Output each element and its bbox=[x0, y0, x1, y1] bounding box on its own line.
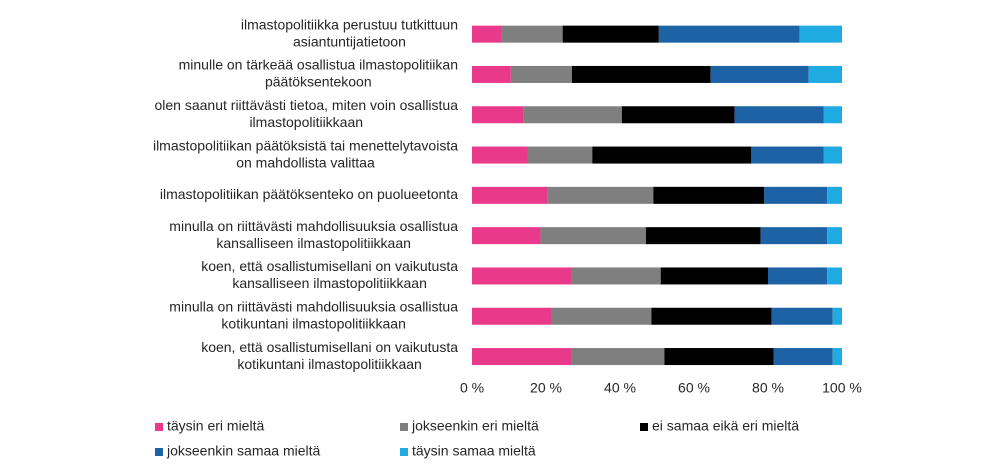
legend-swatch bbox=[400, 423, 408, 431]
category-label-line: ilmastopolitiikkaan bbox=[249, 114, 363, 130]
bar-segment bbox=[664, 348, 774, 366]
bar-segment bbox=[651, 307, 772, 325]
bar-segment bbox=[472, 106, 524, 124]
bar-segment bbox=[621, 106, 735, 124]
category-label: minulle on tärkeää osallistua ilmastopol… bbox=[179, 57, 458, 90]
category-label: koen, että osallistumisellani on vaikutu… bbox=[201, 258, 458, 291]
legend-label: täysin eri mieltä bbox=[167, 418, 264, 434]
category-label: ilmastopolitiikan päätöksenteko on puolu… bbox=[160, 186, 458, 202]
legend-swatch bbox=[155, 423, 163, 431]
bar-segment bbox=[764, 186, 828, 204]
category-label-line: koen, että osallistumisellani on vaikutu… bbox=[201, 339, 458, 355]
category-label-line: ilmastopolitiikka perustuu tutkittuun bbox=[241, 16, 458, 32]
bar-segment bbox=[832, 307, 842, 325]
bar-segment bbox=[773, 348, 833, 366]
bar-segment bbox=[571, 65, 711, 83]
bar-segment bbox=[523, 106, 622, 124]
bar-segment bbox=[823, 106, 842, 124]
bar-segment bbox=[645, 227, 761, 245]
bar-segment bbox=[472, 267, 572, 285]
category-label: ilmastopolitiikka perustuu tutkittuunasi… bbox=[241, 16, 458, 49]
legend-label: jokseenkin samaa mieltä bbox=[166, 443, 321, 459]
bar-segment bbox=[472, 186, 548, 204]
category-label-line: ilmastopolitiikan päätöksistä tai menett… bbox=[153, 137, 458, 153]
bar-segment bbox=[768, 267, 828, 285]
x-tick-label: 20 % bbox=[530, 379, 562, 395]
bar-segment bbox=[827, 267, 842, 285]
bar-segment bbox=[510, 65, 572, 83]
category-label: minulla on riittävästi mahdollisuuksia o… bbox=[169, 218, 458, 251]
category-label: koen, että osallistumisellani on vaikutu… bbox=[201, 339, 458, 372]
category-label-line: minulla on riittävästi mahdollisuuksia o… bbox=[169, 218, 458, 234]
x-tick-label: 100 % bbox=[822, 379, 862, 395]
legend-swatch bbox=[640, 423, 648, 431]
category-label: minulla on riittävästi mahdollisuuksia o… bbox=[169, 298, 458, 331]
category-label-line: päätöksentekoon bbox=[265, 74, 372, 90]
bar-segment bbox=[832, 348, 842, 366]
legend-label: ei samaa eikä eri mieltä bbox=[652, 418, 799, 434]
x-tick-label: 0 % bbox=[460, 379, 484, 395]
bar-segment bbox=[540, 227, 646, 245]
bar-segment bbox=[472, 25, 502, 43]
category-label-line: kansalliseen ilmastopolitiikkaan bbox=[216, 235, 411, 251]
bar-segment bbox=[547, 186, 654, 204]
category-label-line: kotikuntani ilmastopolitiikkaan bbox=[237, 356, 421, 372]
category-label-line: koen, että osallistumisellani on vaikutu… bbox=[201, 258, 458, 274]
legend-swatch bbox=[400, 448, 408, 456]
bar-segment bbox=[658, 25, 800, 43]
bar-segment bbox=[751, 146, 824, 164]
category-label-line: kotikuntani ilmastopolitiikkaan bbox=[221, 315, 405, 331]
x-tick-label: 80 % bbox=[752, 379, 784, 395]
bar-segment bbox=[472, 348, 572, 366]
bar-segment bbox=[592, 146, 752, 164]
bar-segment bbox=[827, 186, 842, 204]
bar-segment bbox=[571, 267, 661, 285]
category-label: ilmastopolitiikan päätöksistä tai menett… bbox=[153, 137, 458, 170]
category-label: olen saanut riittävästi tietoa, miten vo… bbox=[155, 97, 459, 130]
bar-segment bbox=[823, 146, 842, 164]
category-label-line: on mahdollista valittaa bbox=[236, 154, 375, 170]
bar-segment bbox=[472, 65, 511, 83]
category-label-line: asiantuntijatietoon bbox=[293, 33, 406, 49]
bar-segment bbox=[472, 227, 541, 245]
bar-segment bbox=[710, 65, 809, 83]
category-label-line: minulle on tärkeää osallistua ilmastopol… bbox=[179, 57, 458, 73]
category-label-line: olen saanut riittävästi tietoa, miten vo… bbox=[155, 97, 459, 113]
bar-segment bbox=[660, 267, 768, 285]
bar-segment bbox=[760, 227, 828, 245]
bar-segment bbox=[808, 65, 842, 83]
category-label-line: kansalliseen ilmastopolitiikkaan bbox=[232, 275, 427, 291]
bar-segment bbox=[571, 348, 665, 366]
bar-segment bbox=[827, 227, 842, 245]
x-tick-label: 60 % bbox=[678, 379, 710, 395]
legend-swatch bbox=[155, 448, 163, 456]
bar-segment bbox=[771, 307, 833, 325]
category-label-line: ilmastopolitiikan päätöksenteko on puolu… bbox=[160, 186, 458, 202]
x-tick-label: 40 % bbox=[604, 379, 636, 395]
bar-segment bbox=[472, 307, 552, 325]
bar-segment bbox=[799, 25, 842, 43]
bar-segment bbox=[501, 25, 563, 43]
bar-segment bbox=[653, 186, 765, 204]
bar-segment bbox=[551, 307, 652, 325]
bar-segment bbox=[472, 146, 528, 164]
bar-segment bbox=[734, 106, 824, 124]
legend-label: jokseenkin eri mieltä bbox=[411, 418, 539, 434]
category-label-line: minulla on riittävästi mahdollisuuksia o… bbox=[169, 298, 458, 314]
legend-label: täysin samaa mieltä bbox=[412, 443, 536, 459]
bar-segment bbox=[562, 25, 659, 43]
bar-segment bbox=[527, 146, 593, 164]
